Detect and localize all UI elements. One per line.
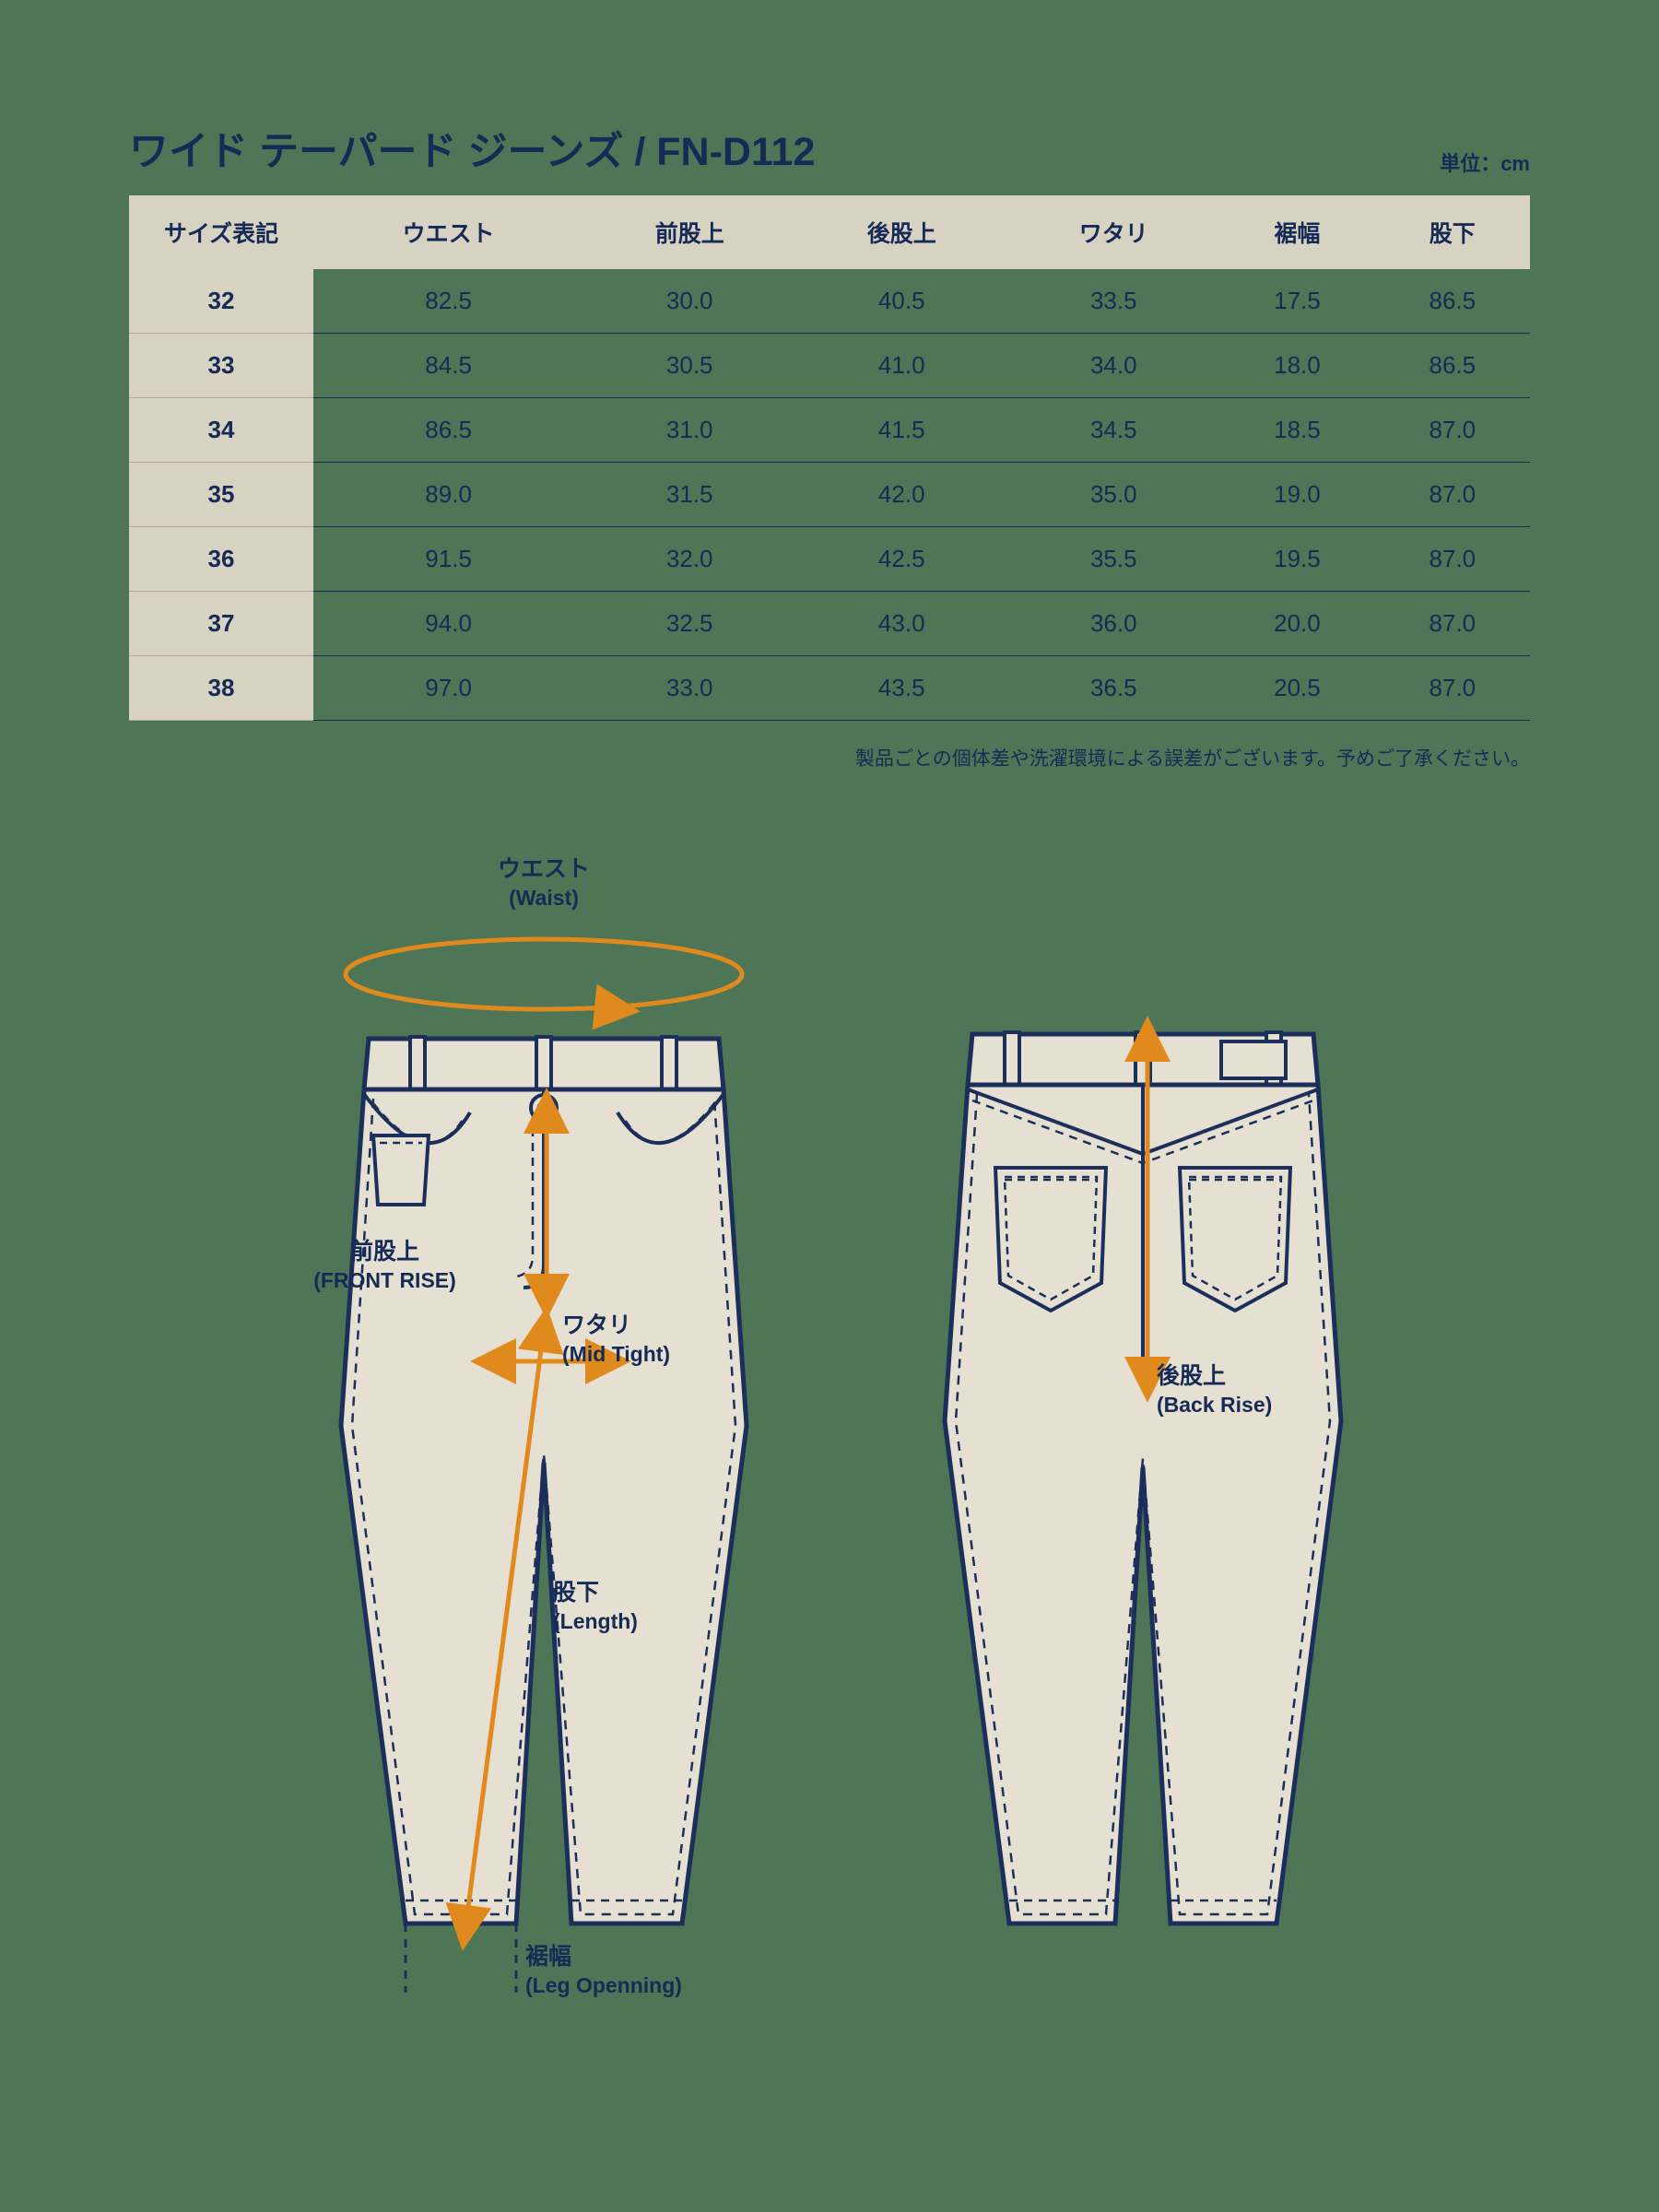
table-cell: 43.5 xyxy=(795,656,1007,721)
table-row: 3486.531.041.534.518.587.0 xyxy=(129,398,1530,463)
table-cell: 17.5 xyxy=(1219,269,1374,334)
table-cell: 87.0 xyxy=(1375,398,1530,463)
jeans-front-icon xyxy=(286,854,802,2006)
table-cell: 36.5 xyxy=(1007,656,1219,721)
table-cell: 91.5 xyxy=(313,527,583,592)
mid-thigh-label: ワタリ (Mid Tight) xyxy=(562,1311,747,1368)
table-cell: 19.0 xyxy=(1219,463,1374,527)
measurement-diagram: ウエスト (Waist) xyxy=(129,854,1530,2011)
table-cell: 20.5 xyxy=(1219,656,1374,721)
unit-label: 単位：cm xyxy=(1440,147,1530,177)
table-cell: 35.0 xyxy=(1007,463,1219,527)
table-cell: 43.0 xyxy=(795,592,1007,656)
table-cell: 35.5 xyxy=(1007,527,1219,592)
table-cell: 86.5 xyxy=(1375,269,1530,334)
table-cell: 30.5 xyxy=(583,334,795,398)
column-header: 後股上 xyxy=(795,195,1007,269)
table-cell: 34.0 xyxy=(1007,334,1219,398)
table-cell: 34.5 xyxy=(1007,398,1219,463)
table-cell: 20.0 xyxy=(1219,592,1374,656)
column-header: 前股上 xyxy=(583,195,795,269)
table-cell: 18.5 xyxy=(1219,398,1374,463)
table-row: 3282.530.040.533.517.586.5 xyxy=(129,269,1530,334)
back-rise-label: 後股上 (Back Rise) xyxy=(1157,1361,1341,1418)
table-cell: 36.0 xyxy=(1007,592,1219,656)
table-cell: 94.0 xyxy=(313,592,583,656)
table-cell: 31.0 xyxy=(583,398,795,463)
table-cell: 32.5 xyxy=(583,592,795,656)
table-cell: 33.5 xyxy=(1007,269,1219,334)
table-cell: 89.0 xyxy=(313,463,583,527)
front-rise-label: 前股上 (FRONT RISE) xyxy=(281,1237,488,1294)
table-cell: 40.5 xyxy=(795,269,1007,334)
column-header: ワタリ xyxy=(1007,195,1219,269)
table-cell: 33.0 xyxy=(583,656,795,721)
table-cell: 31.5 xyxy=(583,463,795,527)
column-header: 股下 xyxy=(1375,195,1530,269)
table-row: 3897.033.043.536.520.587.0 xyxy=(129,656,1530,721)
length-label: 股下 (Length) xyxy=(553,1578,719,1635)
jeans-back-icon xyxy=(912,1016,1373,1947)
column-header: 裾幅 xyxy=(1219,195,1374,269)
waist-label: ウエスト (Waist) xyxy=(286,854,802,912)
table-row: 3589.031.542.035.019.087.0 xyxy=(129,463,1530,527)
table-cell: 34 xyxy=(129,398,313,463)
column-header: サイズ表記 xyxy=(129,195,313,269)
table-cell: 30.0 xyxy=(583,269,795,334)
table-cell: 35 xyxy=(129,463,313,527)
table-cell: 87.0 xyxy=(1375,463,1530,527)
page-title: ワイド テーパード ジーンズ / FN-D112 xyxy=(129,120,815,177)
table-row: 3384.530.541.034.018.086.5 xyxy=(129,334,1530,398)
table-cell: 41.5 xyxy=(795,398,1007,463)
table-cell: 19.5 xyxy=(1219,527,1374,592)
footnote: 製品ごとの個体差や洗濯環境による誤差がございます。予めご了承ください。 xyxy=(129,744,1530,771)
table-cell: 87.0 xyxy=(1375,656,1530,721)
table-cell: 33 xyxy=(129,334,313,398)
table-cell: 32.0 xyxy=(583,527,795,592)
table-cell: 38 xyxy=(129,656,313,721)
table-row: 3794.032.543.036.020.087.0 xyxy=(129,592,1530,656)
column-header: ウエスト xyxy=(313,195,583,269)
size-table: サイズ表記ウエスト前股上後股上ワタリ裾幅股下 3282.530.040.533.… xyxy=(129,195,1530,721)
table-cell: 86.5 xyxy=(313,398,583,463)
table-cell: 32 xyxy=(129,269,313,334)
table-cell: 86.5 xyxy=(1375,334,1530,398)
table-cell: 42.0 xyxy=(795,463,1007,527)
leg-opening-label: 裾幅 (Leg Openning) xyxy=(525,1942,756,1999)
table-cell: 42.5 xyxy=(795,527,1007,592)
table-cell: 97.0 xyxy=(313,656,583,721)
table-cell: 36 xyxy=(129,527,313,592)
table-cell: 87.0 xyxy=(1375,592,1530,656)
table-cell: 87.0 xyxy=(1375,527,1530,592)
table-cell: 18.0 xyxy=(1219,334,1374,398)
table-row: 3691.532.042.535.519.587.0 xyxy=(129,527,1530,592)
table-cell: 41.0 xyxy=(795,334,1007,398)
table-cell: 37 xyxy=(129,592,313,656)
table-cell: 82.5 xyxy=(313,269,583,334)
table-cell: 84.5 xyxy=(313,334,583,398)
